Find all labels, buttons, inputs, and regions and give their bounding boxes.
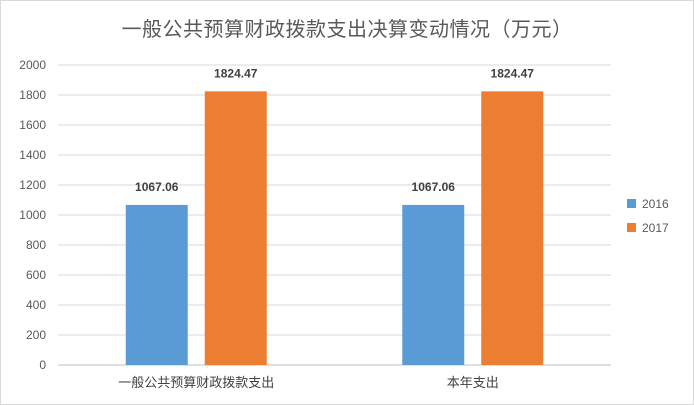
legend-label: 2017 bbox=[642, 221, 669, 235]
legend-swatch-2016 bbox=[627, 199, 636, 208]
y-tick-label: 400 bbox=[26, 298, 46, 312]
y-tick-label: 1800 bbox=[19, 88, 46, 102]
bar-2016 bbox=[402, 204, 465, 365]
data-label: 1067.06 bbox=[135, 180, 179, 194]
data-label: 1824.47 bbox=[214, 66, 258, 80]
y-tick-label: 2000 bbox=[19, 58, 46, 72]
data-label: 1067.06 bbox=[412, 180, 456, 194]
chart-title: 一般公共预算财政拨款支出决算变动情况（万元） bbox=[121, 17, 573, 41]
y-tick-label: 1600 bbox=[19, 118, 46, 132]
data-label: 1824.47 bbox=[491, 66, 535, 80]
category-label: 本年支出 bbox=[447, 376, 499, 391]
y-tick-label: 0 bbox=[39, 358, 46, 372]
bar-2016 bbox=[125, 204, 188, 365]
y-tick-label: 600 bbox=[26, 268, 46, 282]
category-label: 一般公共预算财政拨款支出 bbox=[118, 375, 274, 391]
legend-label: 2016 bbox=[642, 197, 669, 211]
legend-swatch-2017 bbox=[627, 223, 636, 232]
y-tick-label: 1200 bbox=[19, 178, 46, 192]
y-tick-label: 1400 bbox=[19, 148, 46, 162]
bar-2017 bbox=[481, 91, 544, 365]
y-tick-label: 800 bbox=[26, 238, 46, 252]
y-tick-label: 1000 bbox=[19, 208, 46, 222]
y-tick-label: 200 bbox=[26, 328, 46, 342]
bar-2017 bbox=[204, 91, 267, 365]
